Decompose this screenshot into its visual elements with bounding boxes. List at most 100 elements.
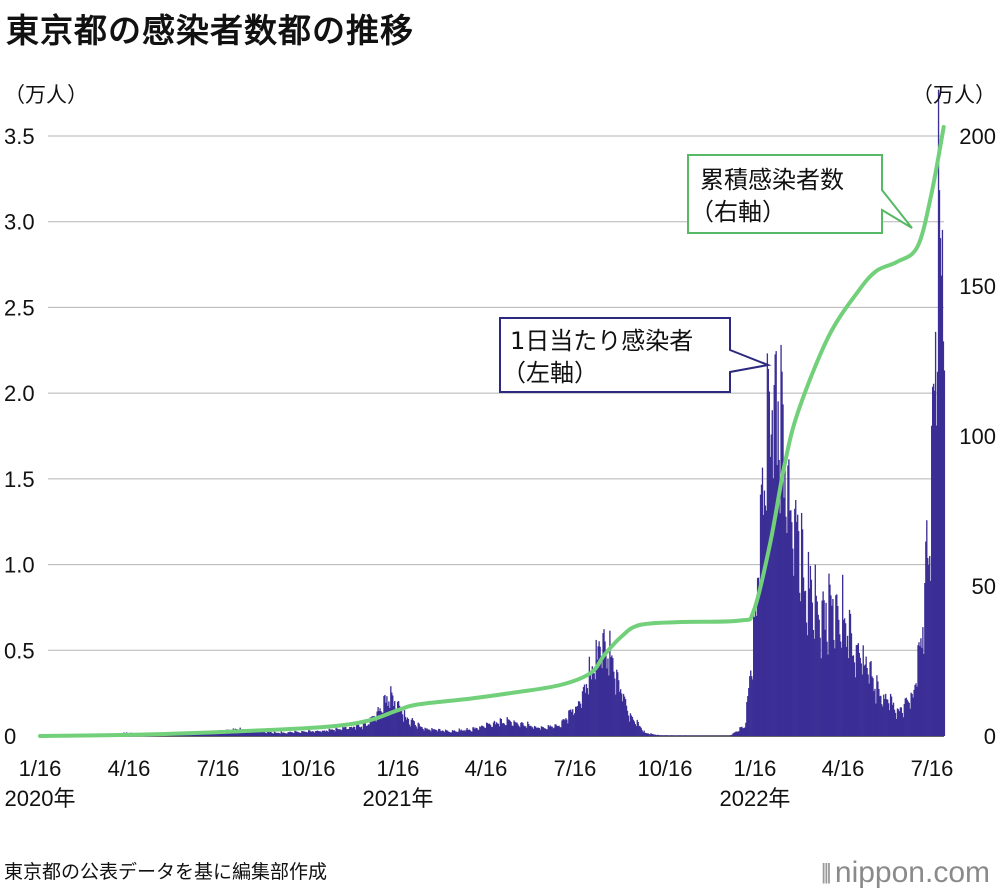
daily-bar [352, 726, 355, 736]
daily-bar [309, 731, 312, 736]
daily-bar [468, 729, 470, 736]
daily-bar [470, 731, 472, 736]
daily-bar [623, 696, 626, 736]
daily-bar [922, 627, 924, 736]
daily-bar [540, 726, 543, 736]
daily-bar [347, 729, 349, 736]
daily-bar [327, 731, 329, 736]
daily-bar [392, 695, 394, 736]
daily-bar [486, 723, 489, 736]
daily-bar [175, 735, 178, 736]
daily-bar [930, 580, 932, 736]
daily-bar [324, 731, 326, 736]
daily-bar [678, 735, 681, 736]
daily-bar [912, 697, 914, 736]
callout-daily-line1: 1日当たり感染者 [510, 327, 693, 355]
daily-bar [755, 615, 758, 736]
daily-bar [910, 692, 912, 736]
daily-bar [650, 733, 652, 736]
daily-bar [877, 681, 879, 736]
daily-bar [927, 557, 929, 736]
daily-bar [887, 699, 889, 736]
daily-bar [397, 701, 400, 736]
daily-bar [798, 531, 800, 736]
daily-bar [906, 699, 908, 736]
daily-bar [643, 730, 645, 736]
daily-bar [889, 693, 892, 736]
daily-bar [469, 730, 471, 736]
daily-bar [517, 724, 519, 736]
daily-bar [548, 726, 550, 736]
daily-bar [376, 711, 378, 736]
callout-cumulative: 累積感染者数 （右軸） [687, 154, 913, 234]
daily-bar [377, 707, 379, 736]
daily-bar [566, 719, 568, 736]
daily-bar [602, 633, 604, 736]
daily-bar [928, 564, 930, 736]
daily-bar [508, 719, 510, 736]
daily-bar [677, 735, 680, 736]
daily-bar [305, 731, 307, 736]
daily-bar [259, 732, 261, 736]
daily-bar [512, 726, 514, 736]
daily-bar [413, 721, 415, 736]
daily-bar [800, 512, 803, 736]
daily-bar [536, 727, 539, 736]
daily-bar [902, 717, 904, 736]
daily-bar [759, 494, 762, 736]
daily-bar [310, 731, 313, 736]
daily-bar [263, 732, 266, 736]
daily-bar [255, 731, 257, 736]
daily-bar [474, 728, 476, 736]
daily-bar [646, 733, 648, 736]
daily-bar [815, 595, 817, 736]
left-tick-label: 2.0 [4, 381, 35, 406]
daily-bar [450, 732, 453, 736]
daily-bar [900, 707, 903, 736]
daily-bar [565, 718, 567, 736]
daily-bar [454, 731, 457, 736]
daily-bar [323, 730, 325, 736]
x-tick-label: 7/16 [911, 756, 954, 781]
daily-bar [364, 723, 367, 736]
daily-bar [339, 728, 341, 736]
cumulative-line-layer [38, 125, 946, 738]
daily-bar [737, 731, 739, 736]
daily-bar [471, 731, 473, 736]
daily-bar [610, 657, 612, 736]
daily-bar [670, 735, 673, 736]
daily-bar [373, 715, 375, 736]
daily-bar [895, 718, 898, 736]
daily-bar [826, 641, 828, 736]
daily-bar [293, 732, 295, 736]
daily-bar [597, 646, 599, 736]
daily-bar [771, 410, 773, 736]
daily-bar [200, 733, 202, 736]
daily-bar [425, 728, 427, 736]
daily-bar [843, 619, 845, 736]
brand-mark-icon: ||| [820, 859, 832, 884]
daily-bar [435, 729, 437, 736]
daily-bar [777, 401, 779, 736]
daily-bar [505, 725, 507, 736]
daily-bar [572, 709, 574, 736]
daily-bar [270, 732, 273, 736]
daily-bar [509, 720, 511, 736]
daily-bar [462, 730, 464, 736]
daily-bar [582, 687, 585, 736]
daily-bar [873, 691, 875, 736]
daily-bar [561, 720, 563, 736]
daily-bar [558, 725, 560, 736]
daily-bar [258, 731, 260, 736]
daily-bar [801, 529, 804, 736]
daily-bar [791, 522, 793, 736]
daily-bar [414, 724, 416, 736]
daily-bar [924, 583, 926, 736]
daily-bar [742, 728, 744, 736]
daily-bar [328, 728, 330, 736]
daily-bar [562, 719, 564, 736]
daily-bar [876, 675, 878, 736]
daily-bar [576, 705, 579, 736]
daily-bar [588, 656, 591, 736]
daily-bar [795, 499, 797, 736]
